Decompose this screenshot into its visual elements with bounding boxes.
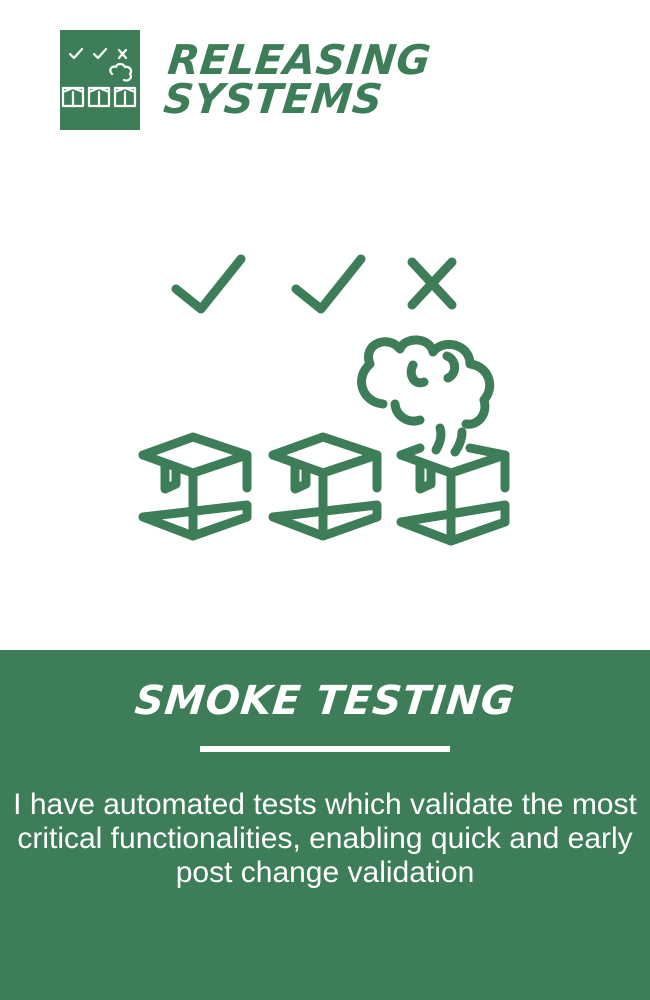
box-icon — [268, 432, 382, 541]
smoke-cloud-icon — [357, 335, 495, 457]
smoke-test-illustration — [0, 230, 650, 560]
smoking-box-icon — [396, 443, 510, 546]
check-icon — [171, 254, 246, 314]
brand-title: RELEASING SYSTEMS — [161, 36, 433, 123]
smoke-testing-panel: SMOKE TESTING I have automated tests whi… — [0, 650, 650, 1000]
check-icon — [291, 254, 366, 314]
title-divider — [200, 746, 450, 752]
panel-title: SMOKE TESTING — [132, 678, 518, 724]
releasing-systems-logo-icon — [60, 30, 140, 130]
brand-line-2: SYSTEMS — [161, 75, 386, 123]
header: RELEASING SYSTEMS — [60, 30, 433, 130]
cross-icon — [407, 257, 457, 310]
panel-description: I have automated tests which validate th… — [13, 788, 637, 889]
box-icon — [138, 432, 252, 541]
